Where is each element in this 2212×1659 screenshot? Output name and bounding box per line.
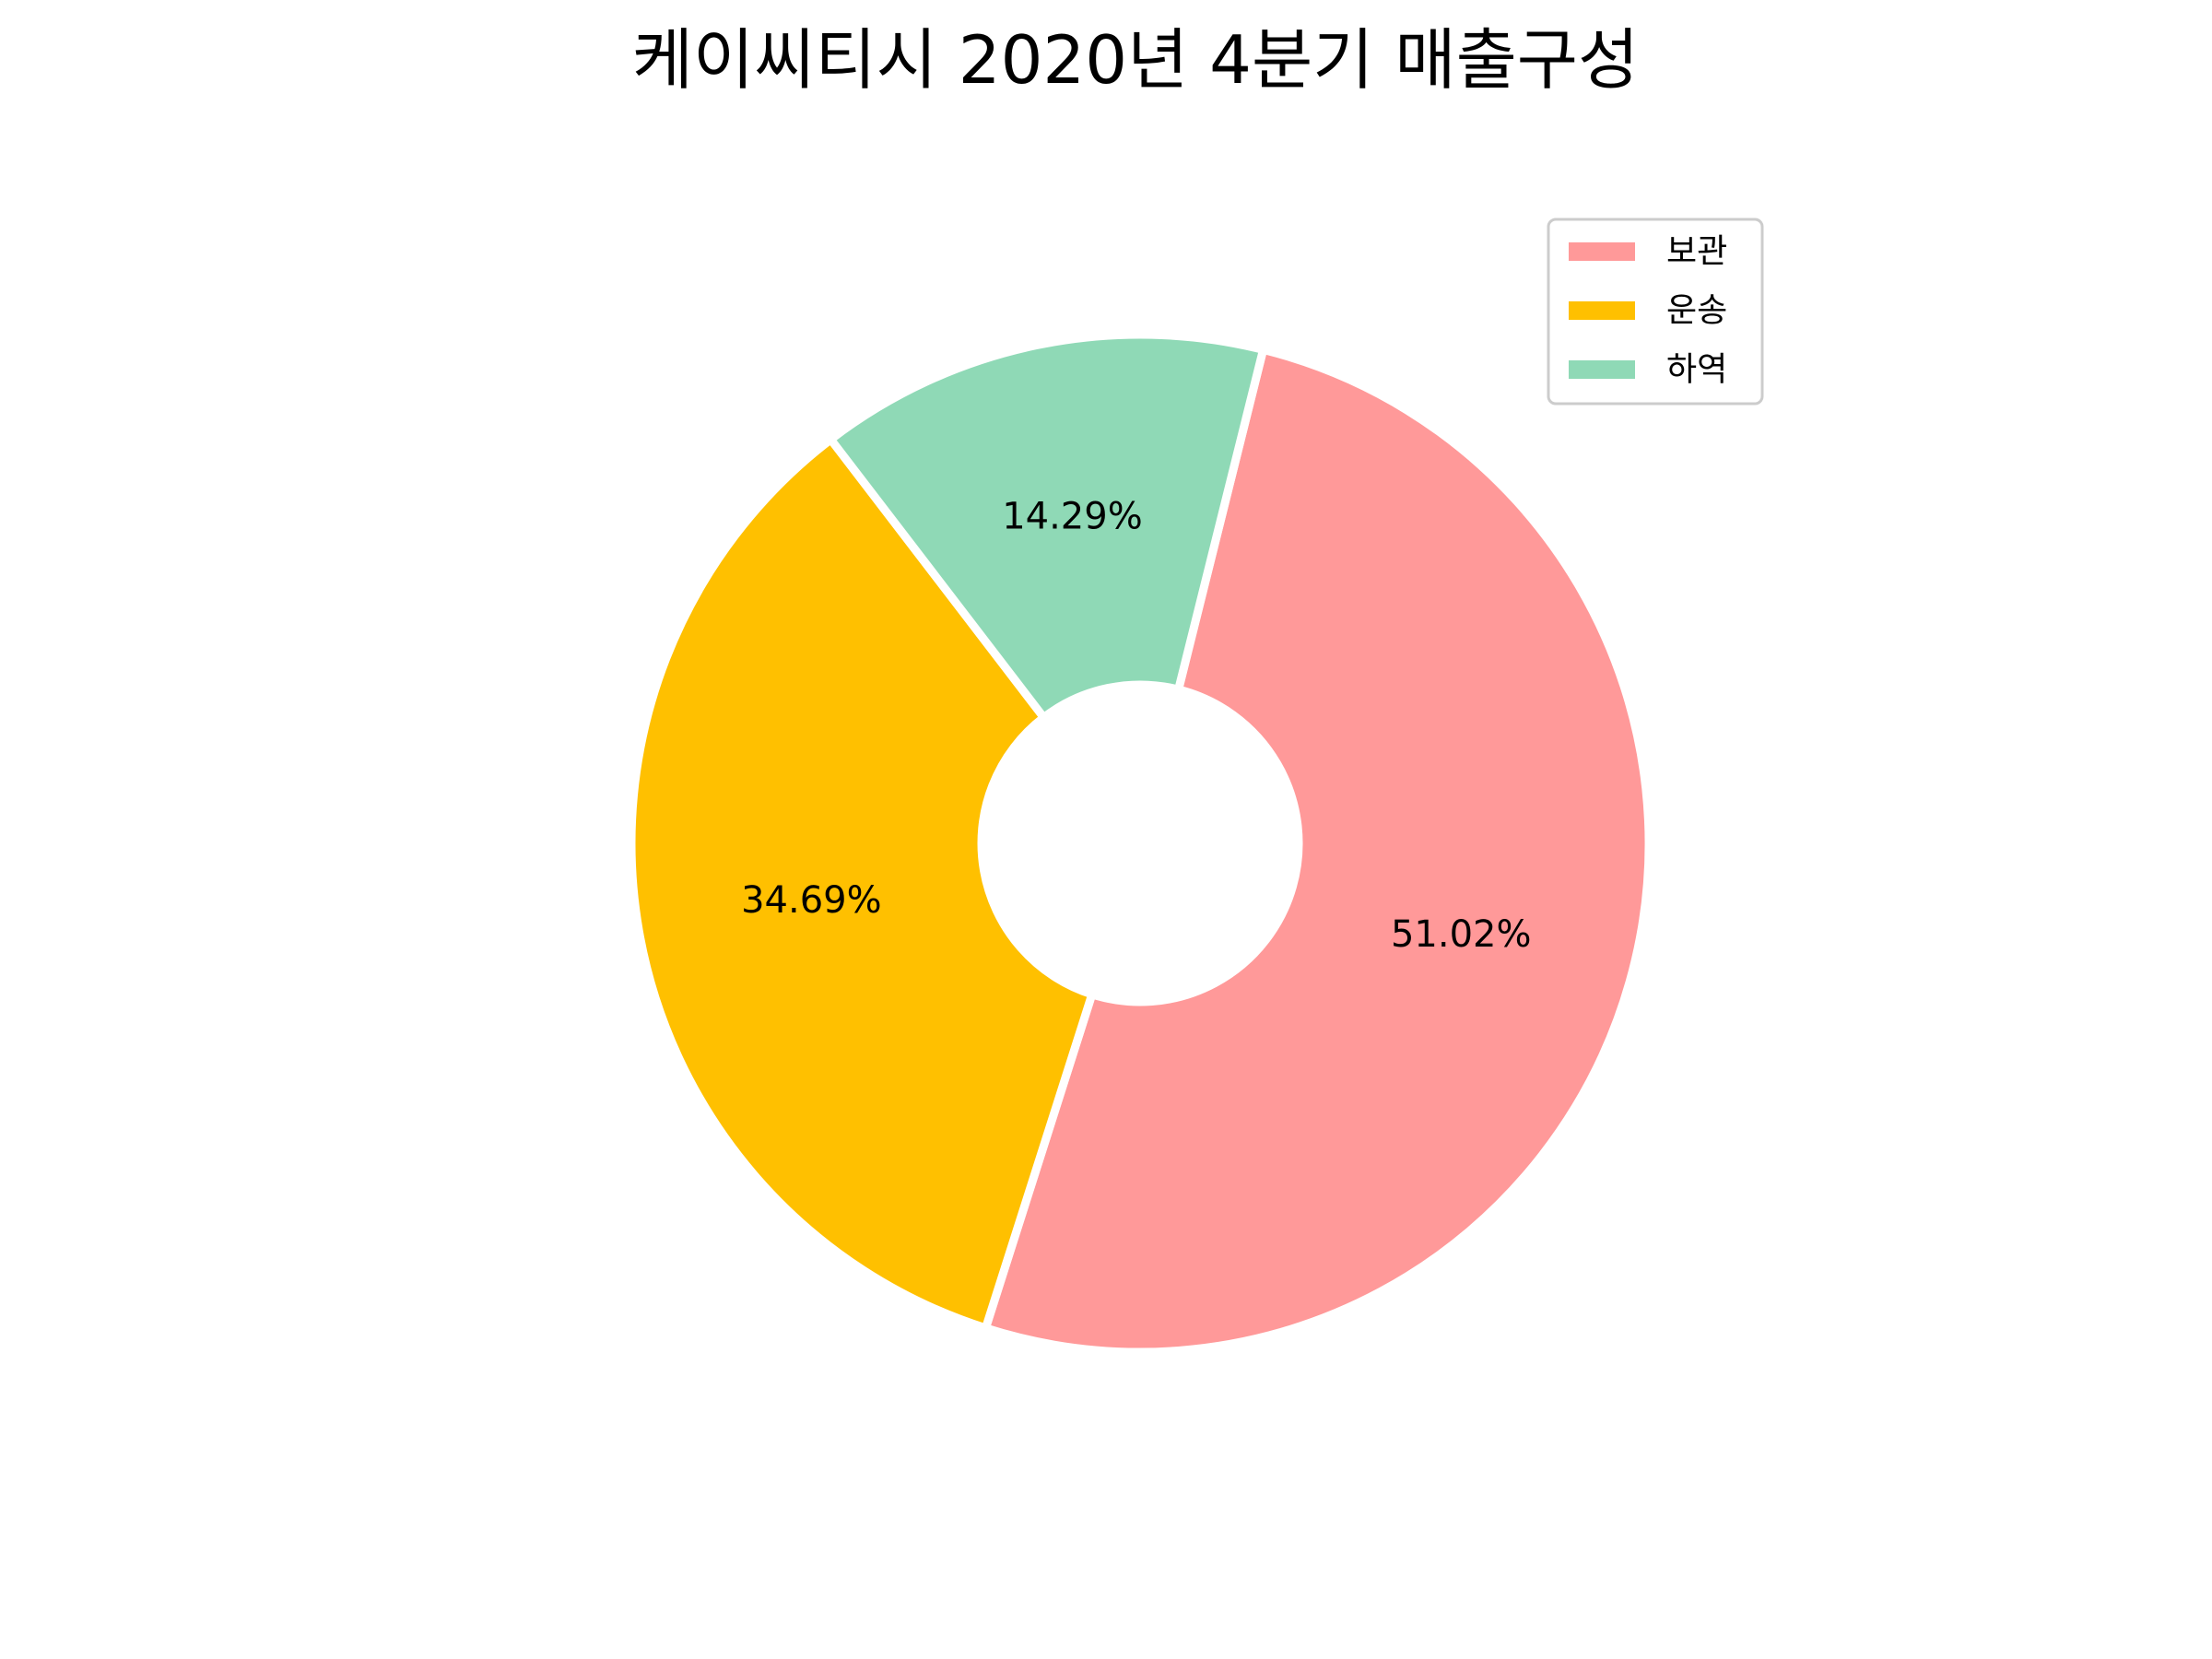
legend-label: 운송	[1666, 292, 1727, 330]
slice-value-label: 51.02%	[1391, 913, 1532, 956]
legend-label: 하역	[1666, 351, 1727, 389]
chart-title: 케이씨티시 2020년 4분기 매출구성	[632, 21, 1640, 99]
slice-value-label: 34.69%	[741, 879, 882, 922]
legend-swatch	[1569, 360, 1635, 379]
slice-labels: 51.02% 34.69% 14.29%	[741, 496, 1531, 956]
legend-label: 보관	[1666, 233, 1727, 271]
slice-운송	[627, 435, 1097, 1333]
legend-swatch	[1569, 301, 1635, 320]
slice-보관	[981, 345, 1653, 1357]
legend-frame	[1547, 218, 1764, 406]
slice-하역	[826, 330, 1268, 722]
legend-swatch	[1569, 242, 1635, 261]
slices	[627, 330, 1653, 1357]
slice-value-label: 14.29%	[1002, 496, 1143, 538]
